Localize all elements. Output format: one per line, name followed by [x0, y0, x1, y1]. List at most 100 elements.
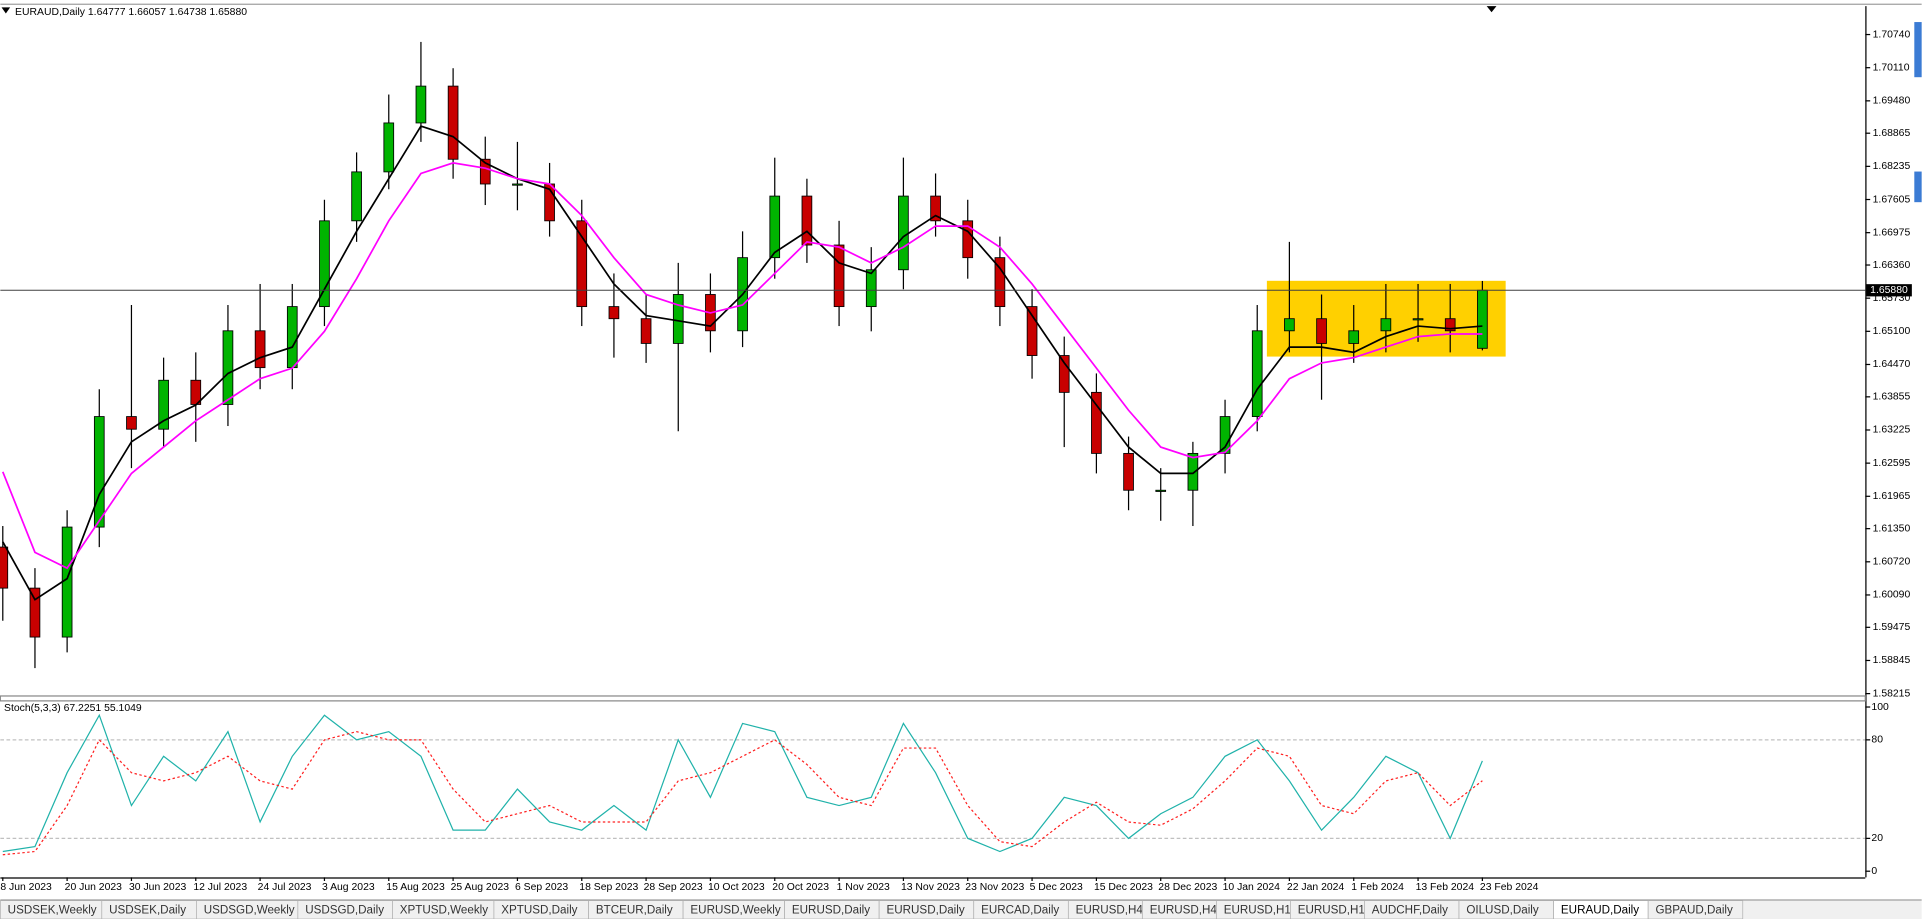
tab[interactable]: EURAUD,Daily — [1553, 900, 1649, 919]
y-tick-label: 1.61350 — [1873, 523, 1911, 534]
x-tick-label: 28 Dec 2023 — [1158, 882, 1217, 893]
x-tick-label: 20 Oct 2023 — [772, 882, 829, 893]
candle-body — [351, 171, 362, 222]
tab-label[interactable]: XPTUSD,Weekly — [400, 904, 488, 917]
tab[interactable]: AUDCHF,Daily — [1364, 900, 1460, 919]
tab[interactable]: EURUSD,H4 — [1141, 900, 1218, 919]
tab-label[interactable]: BTCEUR,Daily — [596, 904, 673, 917]
x-tick-label: 18 Sep 2023 — [579, 882, 638, 893]
candle-body — [801, 195, 813, 246]
x-tick-label: 23 Nov 2023 — [965, 882, 1024, 893]
y-tick-label: 1.62595 — [1873, 458, 1911, 469]
tab[interactable]: EURUSD,Daily — [784, 900, 880, 919]
candle-body — [1058, 355, 1070, 393]
tab-background[interactable] — [1647, 900, 1744, 919]
y-tick-label: 1.66975 — [1873, 227, 1911, 238]
tab[interactable]: XPTUSD,Daily — [493, 900, 589, 919]
x-tick-label: 3 Aug 2023 — [322, 882, 375, 893]
candle-body — [383, 122, 395, 173]
tab[interactable]: EURUSD,Daily — [878, 900, 975, 919]
candle-body — [994, 257, 1006, 308]
candle-body — [222, 330, 234, 405]
tab[interactable]: EURUSD,H4 — [1067, 900, 1144, 919]
y-tick-label: 100 — [1871, 702, 1889, 713]
candle-body — [512, 183, 523, 186]
tab[interactable]: XPTUSD,Weekly — [392, 900, 495, 919]
plot-area: 1.70740 1.70110 1.69480 1.68865 1.68235 1.676… — [0, 29, 1912, 893]
candle-body — [1412, 318, 1424, 321]
moving-average — [2, 125, 1483, 601]
tab-label[interactable]: GBPAUD,Daily — [1656, 904, 1733, 917]
tab-label[interactable]: AUDCHF,Daily — [1372, 904, 1448, 917]
tab-label[interactable]: EURAUD,Daily — [1561, 904, 1639, 917]
candle-body — [479, 158, 491, 185]
tab[interactable]: USDSGD,Daily — [297, 900, 393, 919]
candle-body — [640, 318, 652, 344]
tab-label[interactable]: EURUSD,H1 — [1298, 904, 1365, 917]
x-tick-label: 10 Oct 2023 — [708, 882, 765, 893]
tab-label[interactable]: USDSGD,Daily — [305, 904, 384, 917]
tab[interactable]: USDSEK,Weekly — [0, 900, 103, 919]
y-tick-label: 1.68235 — [1873, 161, 1911, 172]
x-tick-label: 24 Jul 2023 — [258, 882, 312, 893]
tab-label[interactable]: EURUSD,H1 — [1224, 904, 1291, 917]
x-tick-label: 15 Dec 2023 — [1094, 882, 1153, 893]
tab-label[interactable]: XPTUSD,Daily — [501, 904, 577, 917]
y-tick-label: 1.58215 — [1873, 688, 1911, 699]
tab-label[interactable]: OILUSD,Daily — [1466, 904, 1539, 917]
x-tick-label: 28 Sep 2023 — [644, 882, 703, 893]
chart-menu-arrow[interactable] — [1, 7, 11, 14]
candle-body — [1187, 452, 1199, 491]
tab-label[interactable]: EURUSD,H4 — [1076, 904, 1144, 917]
tab[interactable]: EURUSD,Weekly — [682, 900, 785, 919]
candle-body — [1284, 318, 1295, 332]
y-tick-label: 1.69480 — [1873, 96, 1911, 107]
y-tick-label: 1.65730 — [1873, 293, 1911, 304]
candle-body — [608, 306, 620, 320]
candle-body — [865, 269, 877, 308]
tab-label[interactable]: USDSEK,Daily — [109, 904, 186, 917]
price-label-box — [1866, 284, 1912, 297]
tab[interactable]: BTCEUR,Daily — [588, 900, 684, 919]
tab-label[interactable]: EURUSD,Weekly — [690, 904, 780, 917]
y-tick-label: 1.60090 — [1873, 590, 1911, 601]
tab[interactable]: OILUSD,Daily — [1458, 900, 1554, 919]
tab-label[interactable]: EURCAD,Daily — [981, 904, 1059, 917]
y-tick-label: 1.63855 — [1873, 392, 1911, 403]
tab[interactable]: EURCAD,Daily — [973, 900, 1069, 919]
tab[interactable]: USDSGD,Weekly — [196, 900, 299, 919]
y-tick-label: 1.70740 — [1873, 29, 1911, 40]
tab[interactable]: GBPAUD,Daily — [1647, 900, 1744, 919]
candle-body — [447, 85, 459, 160]
candle-body — [1348, 330, 1360, 344]
tab-label[interactable]: EURUSD,H4 — [1150, 904, 1218, 917]
candle-body — [1477, 289, 1488, 349]
candle-body — [1444, 318, 1456, 332]
y-tick-label: 1.60720 — [1873, 557, 1911, 568]
tab-label[interactable]: USDSEK,Weekly — [8, 904, 97, 917]
side-indicator — [1914, 22, 1922, 78]
tab-label[interactable]: EURUSD,Daily — [886, 904, 964, 917]
x-tick-label: 25 Aug 2023 — [451, 882, 510, 893]
candle-body — [126, 416, 137, 430]
pane-separator[interactable] — [0, 695, 1866, 702]
candle-body — [61, 526, 73, 638]
y-tick-label: 1.67605 — [1873, 194, 1911, 205]
candle-body — [576, 220, 588, 308]
y-tick-label: 1.64470 — [1873, 359, 1911, 370]
x-tick-label: 8 Jun 2023 — [0, 882, 52, 893]
tab-label[interactable]: EURUSD,Daily — [792, 904, 870, 917]
tab[interactable]: USDSEK,Daily — [101, 900, 197, 919]
side-indicator — [1914, 171, 1922, 203]
y-tick-label: 0 — [1871, 866, 1877, 877]
price-label: 1.65880 — [1870, 285, 1908, 296]
candle-body — [93, 416, 105, 528]
y-tick-label: 1.61965 — [1873, 491, 1911, 502]
tab-label[interactable]: USDSGD,Weekly — [204, 904, 295, 917]
candle-body — [1123, 452, 1134, 491]
candle-body — [319, 220, 330, 308]
tab[interactable]: EURUSD,H1 — [1290, 900, 1365, 919]
tab[interactable]: EURUSD,H1 — [1215, 900, 1291, 919]
stoch-line — [2, 713, 1483, 853]
